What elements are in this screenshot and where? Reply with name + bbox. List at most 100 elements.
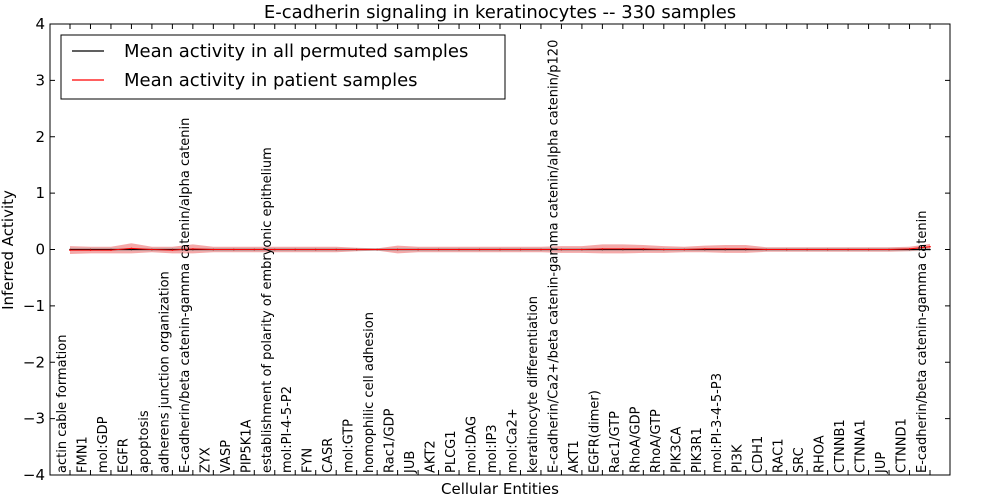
x-tick-label: CTNNA1 [854, 419, 869, 473]
data-point [478, 248, 481, 251]
x-tick-label: E-cadherin/beta catenin-gamma catenin/al… [178, 118, 193, 473]
x-tick-label: mol:IP3 [485, 424, 500, 473]
x-tick-label: CTNNB1 [833, 419, 848, 473]
data-point [130, 247, 133, 250]
x-tick-label: AKT1 [567, 440, 582, 473]
data-point [744, 248, 747, 250]
x-tick-label: RAC1 [772, 438, 787, 473]
x-tick-label: RhoA/GDP [628, 406, 643, 473]
plot-area [69, 243, 931, 254]
y-tick-label: 0 [35, 241, 45, 259]
x-tick-label: CASR [321, 438, 336, 473]
data-point [560, 248, 563, 251]
x-tick-label: establishment of polarity of embryonic e… [260, 147, 275, 473]
data-point [785, 248, 788, 251]
x-axis: actin cable formation FMN1 mol:GDP EGFR apop… [55, 24, 931, 475]
x-tick-label: EGFR(dimer) [587, 390, 602, 473]
y-tick-label: 1 [35, 184, 45, 202]
x-tick-label: PIK3R1 [690, 427, 705, 473]
data-point [704, 248, 706, 250]
x-tick-label: Rac1/GDP [383, 408, 398, 473]
x-tick-label: FMN1 [76, 436, 91, 473]
x-tick-label: ZYX [198, 447, 213, 473]
y-axis-label: Inferred Activity [0, 190, 17, 310]
x-tick-label: FYN [301, 448, 316, 473]
x-tick-label: PLCG1 [444, 430, 459, 473]
x-tick-label: PI3K [731, 444, 746, 473]
y-tick-label: 4 [35, 15, 45, 33]
x-tick-label: apoptosis [137, 410, 152, 473]
x-tick-label: EGFR [116, 438, 131, 473]
y-tick-label: −3 [23, 410, 45, 428]
x-tick-label: E-cadherin/beta catenin-gamma catenin [915, 211, 930, 473]
x-tick-label: mol:Ca2+ [506, 408, 521, 473]
data-point [867, 248, 870, 251]
data-point [151, 248, 153, 251]
legend-label-permuted: Mean activity in all permuted samples [124, 41, 468, 62]
x-axis-label: Cellular Entities [441, 480, 559, 498]
y-axis: 4 3 2 1 0 −1 −2 −3 −4 [23, 15, 950, 484]
y-tick-label: −1 [23, 297, 45, 315]
data-point [294, 248, 297, 251]
x-tick-label: keratinocyte differentiation [526, 296, 541, 473]
data-point [929, 245, 931, 248]
data-point [683, 248, 686, 251]
data-point [622, 248, 624, 250]
x-tick-label: RhoA/GTP [649, 409, 664, 473]
x-tick-label: CDH1 [751, 436, 766, 473]
data-point [519, 248, 522, 251]
data-point [69, 249, 71, 251]
data-point [458, 248, 460, 251]
data-point [355, 248, 358, 251]
x-tick-label: mol:GTP [342, 419, 357, 473]
x-tick-label: mol:PI-4-5-P2 [280, 386, 295, 473]
data-point [233, 248, 235, 251]
data-point [335, 248, 338, 251]
data-point [601, 248, 604, 250]
y-tick-label: 3 [35, 71, 45, 89]
x-tick-label: actin cable formation [55, 335, 70, 473]
x-tick-label: mol:GDP [96, 416, 111, 473]
data-point [314, 248, 317, 251]
x-tick-label: homophilic cell adhesion [362, 312, 377, 473]
x-tick-label: CTNND1 [895, 418, 910, 473]
data-point [540, 248, 542, 251]
x-tick-label: PIP5K1A [239, 419, 254, 473]
data-point [642, 248, 645, 250]
data-point [274, 248, 276, 251]
data-point [847, 248, 849, 251]
data-point [806, 248, 808, 251]
data-point [888, 248, 890, 251]
y-tick-label: 2 [35, 128, 45, 146]
x-tick-label: adherens junction organization [157, 271, 172, 473]
chart-title: E-cadherin signaling in keratinocytes --… [264, 2, 736, 23]
x-tick-label: mol:PI-3-4-5-P3 [710, 373, 725, 473]
x-tick-label: E-cadherin/Ca2+/beta catenin-gamma caten… [546, 40, 561, 473]
series-band-1 [70, 243, 930, 254]
data-point [192, 248, 194, 250]
data-point [929, 248, 931, 251]
data-point [499, 248, 501, 251]
data-point [89, 249, 92, 251]
x-tick-label: RHOA [813, 435, 828, 473]
data-point [581, 248, 583, 251]
data-point [171, 249, 174, 251]
data-point [130, 248, 133, 251]
data-point [376, 248, 378, 251]
y-tick-label: −4 [23, 466, 45, 484]
data-point [663, 248, 665, 251]
x-tick-label: mol:DAG [465, 416, 480, 473]
data-point [437, 248, 440, 251]
x-tick-label: AKT2 [424, 440, 439, 473]
legend: Mean activity in all permuted samples Me… [60, 34, 506, 100]
data-point [417, 248, 419, 251]
legend-box [60, 34, 506, 100]
x-tick-label: VASP [219, 440, 234, 473]
data-point [724, 248, 726, 250]
data-point [908, 248, 911, 250]
data-point [110, 249, 112, 251]
y-tick-label: −2 [23, 353, 45, 371]
data-point [765, 248, 767, 251]
x-tick-label: JUP [874, 452, 889, 474]
